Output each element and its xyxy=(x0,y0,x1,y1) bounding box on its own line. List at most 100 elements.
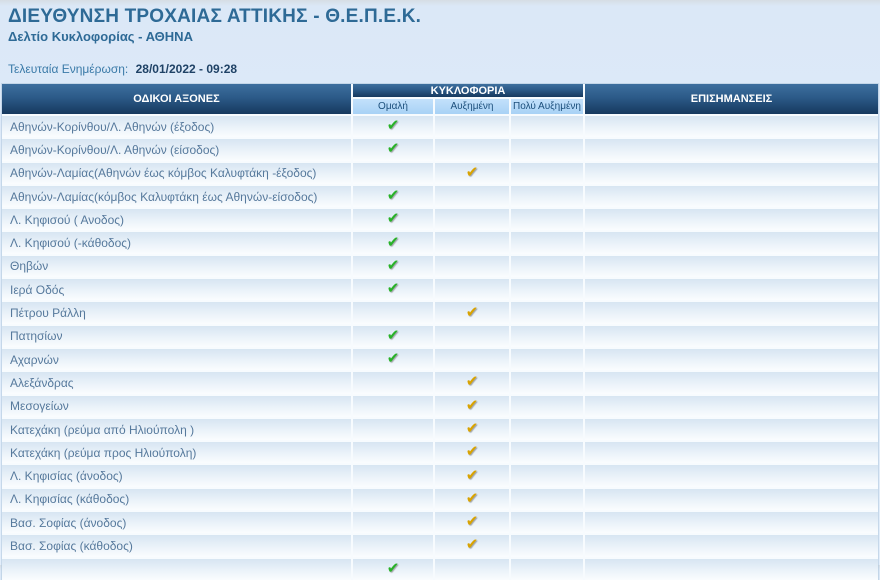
check-icon: ✔ xyxy=(465,443,479,461)
table-row: Λ. Κηφισού ( Ανοδος) ✔ xyxy=(2,209,878,231)
status-cell-normal: ✔ xyxy=(353,209,433,231)
status-cell-normal xyxy=(353,465,433,487)
traffic-table: ΟΔΙΚΟΙ ΑΞΟΝΕΣ ΚΥΚΛΟΦΟΡΙΑ ΕΠΙΣΗΜΑΝΣΕΙΣ Ομ… xyxy=(2,84,878,580)
status-cell-normal: ✔ xyxy=(353,232,433,254)
status-cell-very-increased xyxy=(511,209,583,231)
status-cell-increased xyxy=(435,116,509,138)
road-axis-name: Λ. Κηφισού ( Ανοδος) xyxy=(2,209,351,231)
road-axis-name: Αλεξάνδρας xyxy=(2,372,351,394)
road-axis-name: Βασ. Σοφίας (κάθοδος) xyxy=(2,535,351,557)
status-cell-increased: ✔ xyxy=(435,442,509,464)
road-axis-name: Αθηνών-Λαμίας(κόμβος Καλυφτάκη έως Αθηνώ… xyxy=(2,185,351,208)
road-axis-name: Πέτρου Ράλλη xyxy=(2,302,351,324)
road-axis-name: Αθηνών-Κορίνθου/Λ. Αθηνών (έξοδος) xyxy=(2,116,351,138)
column-header-remarks: ΕΠΙΣΗΜΑΝΣΕΙΣ xyxy=(585,84,878,114)
status-cell-very-increased xyxy=(511,372,583,394)
last-update-value: 28/01/2022 - 09:28 xyxy=(135,62,238,76)
table-row: Αθηνών-Κορίνθου/Λ. Αθηνών (έξοδος) ✔ xyxy=(2,116,878,138)
remarks-cell xyxy=(585,302,878,324)
road-axis-name: Λ. Κηφισίας (άνοδος) xyxy=(2,465,351,487)
remarks-cell xyxy=(585,535,878,557)
status-cell-increased xyxy=(435,255,509,278)
road-axis-name: Αχαρνών xyxy=(2,348,351,371)
column-header-traffic: ΚΥΚΛΟΦΟΡΙΑ xyxy=(353,84,583,97)
status-cell-increased: ✔ xyxy=(435,162,509,184)
column-header-traffic-very-increased: Πολύ Αυξημένη xyxy=(511,99,583,114)
check-icon: ✔ xyxy=(465,466,479,484)
remarks-cell xyxy=(585,395,878,417)
check-icon: ✔ xyxy=(465,303,479,321)
status-cell-increased: ✔ xyxy=(435,372,509,394)
remarks-cell xyxy=(585,372,878,394)
status-cell-increased xyxy=(435,558,509,580)
traffic-bulletin-page: ΔΙΕΥΘΥΝΣΗ ΤΡΟΧΑΙΑΣ ΑΤΤΙΚΗΣ - Θ.Ε.Π.Ε.Κ. … xyxy=(2,6,878,580)
table-body: Αθηνών-Κορίνθου/Λ. Αθηνών (έξοδος) ✔ Αθη… xyxy=(2,116,878,580)
table-row: Αθηνών-Λαμίας(κόμβος Καλυφτάκη έως Αθηνώ… xyxy=(2,185,878,208)
table-row: Πατησίων ✔ xyxy=(2,325,878,347)
table-row: Αχαρνών ✔ xyxy=(2,348,878,371)
status-cell-very-increased xyxy=(511,185,583,208)
last-update-label: Τελευταία Ενημέρωση: xyxy=(8,62,129,76)
status-cell-increased: ✔ xyxy=(435,418,509,441)
status-cell-very-increased xyxy=(511,512,583,534)
column-header-road-axes: ΟΔΙΚΟΙ ΑΞΟΝΕΣ xyxy=(2,84,351,114)
road-axis-name: Κατεχάκη (ρεύμα προς Ηλιούπολη) xyxy=(2,442,351,464)
status-cell-very-increased xyxy=(511,255,583,278)
status-cell-increased xyxy=(435,185,509,208)
table-row: ✔ xyxy=(2,558,878,580)
status-cell-normal xyxy=(353,395,433,417)
remarks-cell xyxy=(585,116,878,138)
remarks-cell xyxy=(585,558,878,580)
remarks-cell xyxy=(585,185,878,208)
road-axis-name: Μεσογείων xyxy=(2,395,351,417)
status-cell-increased xyxy=(435,209,509,231)
status-cell-very-increased xyxy=(511,465,583,487)
check-icon: ✔ xyxy=(465,489,479,507)
page-title: ΔΙΕΥΘΥΝΣΗ ΤΡΟΧΑΙΑΣ ΑΤΤΙΚΗΣ - Θ.Ε.Π.Ε.Κ. xyxy=(8,6,422,27)
status-cell-very-increased xyxy=(511,558,583,580)
status-cell-normal xyxy=(353,302,433,324)
status-cell-very-increased xyxy=(511,395,583,417)
status-cell-very-increased xyxy=(511,418,583,441)
road-axis-name: Ιερά Οδός xyxy=(2,279,351,301)
check-icon: ✔ xyxy=(386,233,400,251)
status-cell-very-increased xyxy=(511,302,583,324)
status-cell-very-increased xyxy=(511,139,583,161)
check-icon: ✔ xyxy=(386,117,400,135)
table-row: Λ. Κηφισίας (άνοδος) ✔ xyxy=(2,465,878,487)
status-cell-very-increased xyxy=(511,116,583,138)
status-cell-very-increased xyxy=(511,442,583,464)
table-row: Αθηνών-Κορίνθου/Λ. Αθηνών (είσοδος) ✔ xyxy=(2,139,878,161)
status-cell-normal xyxy=(353,162,433,184)
status-cell-very-increased xyxy=(511,232,583,254)
status-cell-normal: ✔ xyxy=(353,558,433,580)
road-axis-name: Θηβών xyxy=(2,255,351,278)
status-cell-increased: ✔ xyxy=(435,488,509,511)
status-cell-normal: ✔ xyxy=(353,139,433,161)
table-row: Κατεχάκη (ρεύμα από Ηλιούπολη ) ✔ xyxy=(2,418,878,441)
road-axis-name xyxy=(2,558,351,580)
check-icon: ✔ xyxy=(465,536,479,554)
table-header: ΟΔΙΚΟΙ ΑΞΟΝΕΣ ΚΥΚΛΟΦΟΡΙΑ ΕΠΙΣΗΜΑΝΣΕΙΣ Ομ… xyxy=(2,84,878,114)
column-header-traffic-normal: Ομαλή xyxy=(353,99,433,114)
status-cell-increased xyxy=(435,232,509,254)
status-cell-normal xyxy=(353,372,433,394)
check-icon: ✔ xyxy=(465,163,479,181)
check-icon: ✔ xyxy=(465,513,479,531)
check-icon: ✔ xyxy=(386,210,400,228)
road-axis-name: Πατησίων xyxy=(2,325,351,347)
remarks-cell xyxy=(585,442,878,464)
table-row: Αλεξάνδρας ✔ xyxy=(2,372,878,394)
status-cell-normal: ✔ xyxy=(353,348,433,371)
check-icon: ✔ xyxy=(386,187,400,205)
status-cell-increased: ✔ xyxy=(435,302,509,324)
status-cell-increased xyxy=(435,139,509,161)
road-axis-name: Κατεχάκη (ρεύμα από Ηλιούπολη ) xyxy=(2,418,351,441)
status-cell-very-increased xyxy=(511,348,583,371)
status-cell-very-increased xyxy=(511,162,583,184)
check-icon: ✔ xyxy=(465,373,479,391)
last-update: Τελευταία Ενημέρωση: 28/01/2022 - 09:28 xyxy=(8,62,237,76)
status-cell-normal: ✔ xyxy=(353,325,433,347)
remarks-cell xyxy=(585,325,878,347)
table-row: Ιερά Οδός ✔ xyxy=(2,279,878,301)
